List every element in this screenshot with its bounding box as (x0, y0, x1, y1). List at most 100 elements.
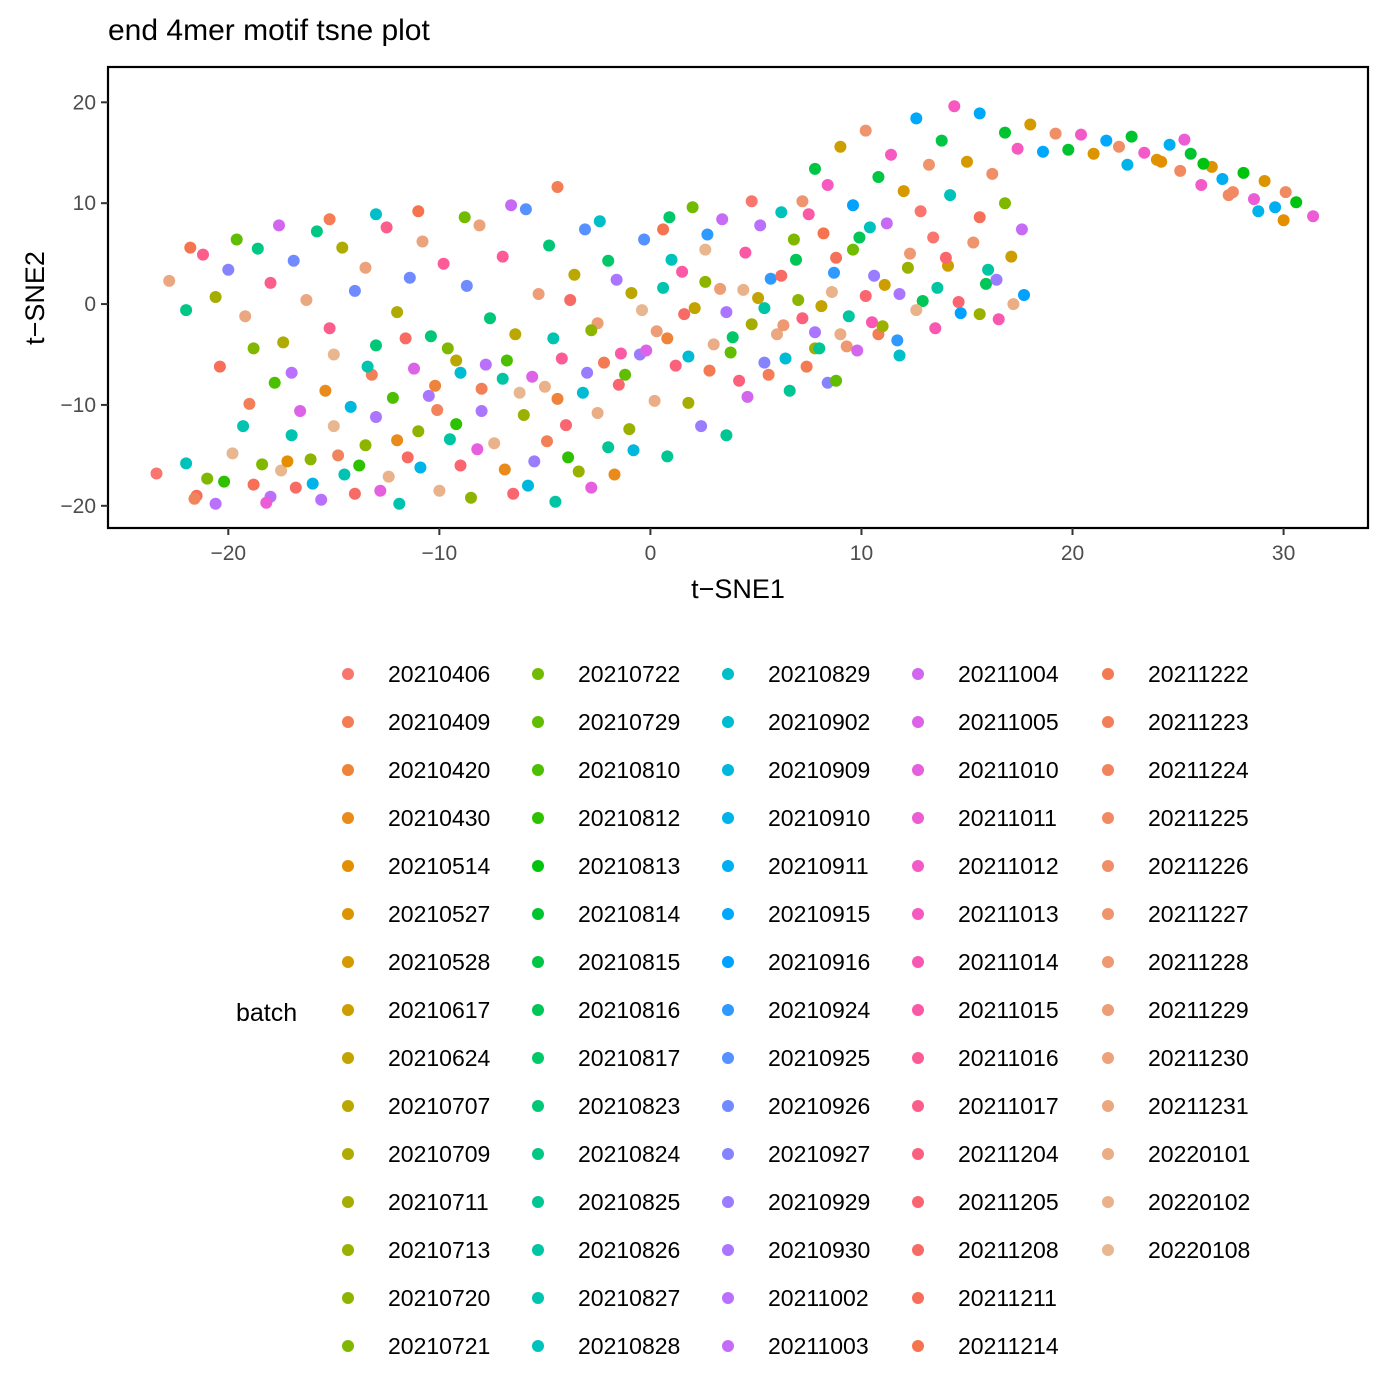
scatter-point (359, 439, 372, 452)
scatter-point (980, 277, 992, 290)
legend: 20210406 20210409 20210420 20210430 20210514… (342, 661, 1250, 1359)
scatter-point (830, 374, 843, 387)
legend-label: 20211003 (768, 1333, 869, 1359)
legend-key (912, 1340, 924, 1352)
scatter-point (1087, 147, 1100, 160)
legend-label: 20211205 (958, 1189, 1059, 1215)
x-tick-label: 0 (645, 542, 657, 565)
scatter-point (323, 213, 336, 226)
scatter-point (180, 457, 193, 470)
legend-key (722, 716, 734, 728)
legend-key (912, 1292, 924, 1304)
scatter-point (197, 248, 209, 261)
scatter-point (614, 347, 627, 360)
scatter-point (528, 455, 541, 468)
legend-label: 20210929 (768, 1189, 870, 1215)
scatter-point (1037, 145, 1049, 158)
scatter-point (703, 364, 716, 377)
scatter-point (465, 491, 477, 504)
legend-title: batch (236, 999, 297, 1027)
legend-key (722, 812, 734, 824)
scatter-point (802, 208, 815, 221)
scatter-point (783, 384, 796, 397)
scatter-point (1018, 289, 1030, 301)
legend-label: 20210812 (578, 805, 680, 831)
legend-key (342, 1196, 354, 1208)
legend-key (1102, 812, 1114, 824)
scatter-point (764, 272, 777, 285)
legend-key (912, 1004, 924, 1016)
scatter-point (999, 126, 1011, 139)
scatter-point (412, 425, 425, 438)
scatter-point (648, 394, 661, 407)
legend-label: 20210915 (768, 901, 870, 927)
legend-label: 20210924 (768, 997, 871, 1023)
scatter-point (847, 243, 859, 256)
legend-label: 20211230 (1148, 1045, 1249, 1071)
scatter-point (745, 195, 758, 208)
scatter-point (281, 455, 294, 468)
scatter-point (256, 458, 269, 471)
legend-key (722, 668, 734, 680)
scatter-point (443, 433, 456, 446)
legend-key (342, 1340, 354, 1352)
legend-label: 20210902 (768, 709, 870, 735)
scatter-point (931, 281, 944, 294)
scatter-point (300, 294, 313, 306)
scatter-point (484, 312, 496, 325)
scatter-point (762, 368, 775, 381)
scatter-point (526, 370, 539, 383)
scatter-point (885, 148, 897, 161)
scatter-point (851, 344, 864, 357)
legend-label: 20210617 (388, 997, 490, 1023)
legend-label: 20210711 (388, 1189, 489, 1215)
scatter-point (247, 478, 260, 491)
scatter-point (863, 221, 876, 234)
scatter-point (488, 437, 501, 450)
legend-key (342, 908, 354, 920)
legend-label: 20211229 (1148, 997, 1249, 1023)
scatter-point (1178, 133, 1191, 146)
scatter-point (699, 275, 712, 288)
scatter-point (496, 250, 509, 263)
scatter-point (714, 282, 727, 295)
scatter-point (370, 411, 382, 423)
legend-label: 20211005 (958, 709, 1059, 735)
scatter-point (640, 344, 653, 357)
scatter-point (401, 451, 414, 464)
scatter-point (163, 274, 176, 287)
legend-label: 20210729 (578, 709, 680, 735)
legend-label: 20210713 (388, 1237, 490, 1263)
scatter-point (336, 241, 349, 254)
scatter-point (327, 420, 340, 433)
scatter-point (990, 273, 1003, 286)
scatter-point (779, 352, 792, 365)
scatter-point (665, 253, 678, 266)
scatter-point (304, 453, 317, 466)
y-tick-label: −10 (60, 394, 96, 417)
scatter-point (1121, 158, 1134, 171)
scatter-point (1075, 128, 1087, 141)
legend-key (722, 1292, 734, 1304)
scatter-point (437, 257, 450, 270)
legend-label: 20210409 (388, 709, 490, 735)
scatter-point (275, 464, 288, 477)
scatter-point (509, 328, 522, 341)
legend-key (342, 1244, 354, 1256)
scatter-point (661, 332, 674, 345)
legend-key (532, 716, 544, 728)
scatter-point (771, 328, 783, 341)
y-axis: −20 −10 0 10 20 (60, 91, 108, 518)
legend-key (722, 1196, 734, 1208)
scatter-point (213, 360, 226, 373)
scatter-point (260, 496, 273, 509)
scatter-point (332, 449, 345, 462)
scatter-point (1290, 196, 1303, 209)
scatter-point (549, 495, 562, 508)
scatter-point (572, 465, 585, 478)
scatter-point (1049, 127, 1062, 140)
legend-label: 20210829 (768, 661, 870, 687)
scatter-point (344, 400, 357, 413)
scatter-point (608, 468, 621, 481)
legend-label: 20210824 (578, 1141, 681, 1167)
